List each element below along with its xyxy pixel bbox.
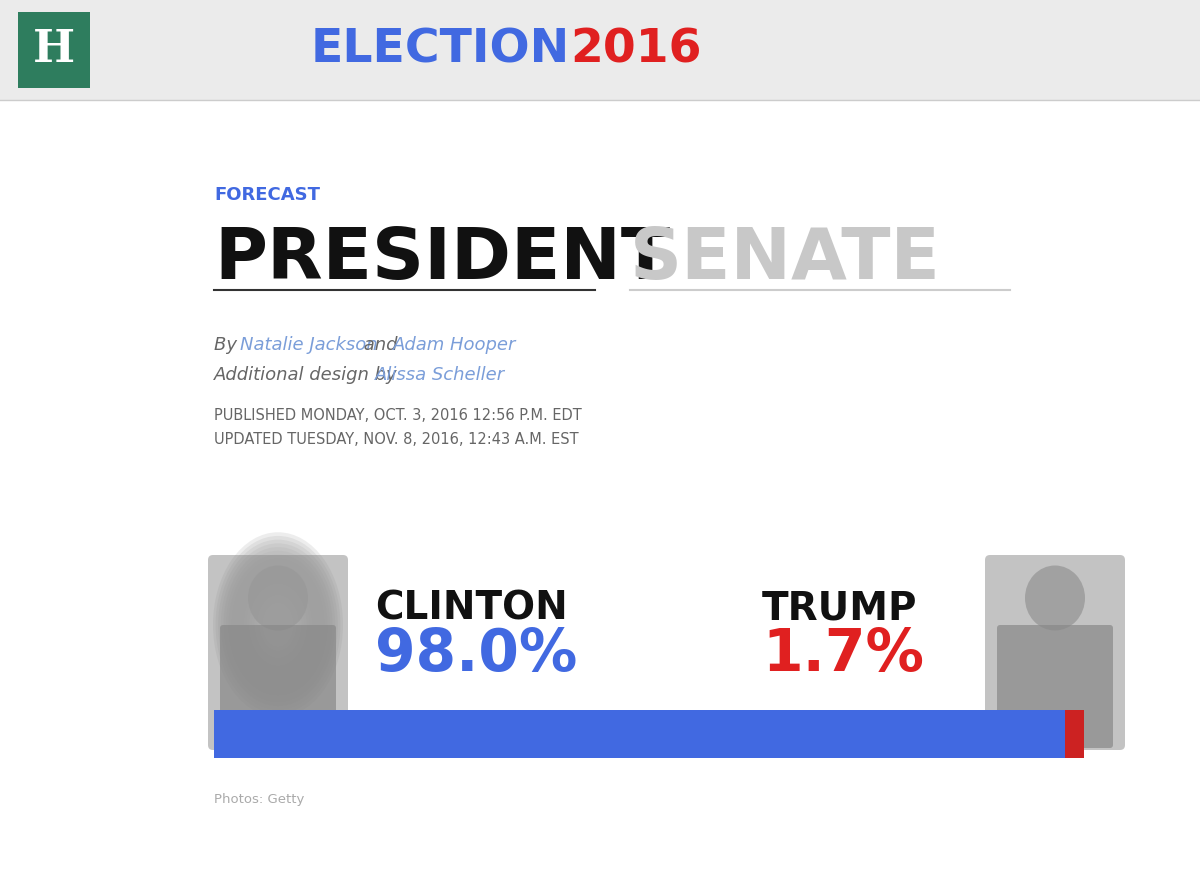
Ellipse shape	[236, 565, 319, 684]
Text: 2016: 2016	[570, 27, 702, 73]
Bar	[214, 710, 1064, 758]
Text: 98.0%: 98.0%	[374, 627, 577, 683]
Text: PUBLISHED MONDAY, OCT. 3, 2016 12:56 P.M. EDT: PUBLISHED MONDAY, OCT. 3, 2016 12:56 P.M…	[214, 407, 582, 422]
Bar	[18, 12, 90, 88]
Text: PRESIDENT: PRESIDENT	[214, 225, 670, 295]
Ellipse shape	[260, 599, 296, 650]
Text: and: and	[358, 336, 403, 354]
Bar	[1064, 710, 1084, 758]
FancyBboxPatch shape	[985, 555, 1126, 750]
Text: ELECTION: ELECTION	[311, 27, 570, 73]
Text: 1.7%: 1.7%	[762, 627, 924, 683]
FancyBboxPatch shape	[220, 625, 336, 748]
Ellipse shape	[239, 569, 317, 680]
Text: By: By	[214, 336, 242, 354]
Ellipse shape	[245, 577, 312, 673]
FancyBboxPatch shape	[208, 555, 348, 750]
Text: Adam Hooper: Adam Hooper	[394, 336, 516, 354]
Ellipse shape	[254, 592, 301, 658]
Ellipse shape	[226, 551, 330, 698]
Ellipse shape	[257, 595, 299, 655]
Text: Natalie Jackson: Natalie Jackson	[240, 336, 378, 354]
Ellipse shape	[216, 536, 341, 713]
FancyBboxPatch shape	[997, 625, 1114, 748]
Ellipse shape	[241, 573, 314, 676]
Ellipse shape	[1025, 565, 1085, 630]
Ellipse shape	[252, 587, 304, 662]
Ellipse shape	[218, 539, 338, 710]
Ellipse shape	[247, 580, 310, 669]
Text: SENATE: SENATE	[630, 225, 941, 295]
Ellipse shape	[223, 547, 332, 703]
Text: TRUMP: TRUMP	[762, 589, 918, 627]
Ellipse shape	[250, 584, 307, 665]
Ellipse shape	[248, 565, 308, 630]
Text: CLINTON: CLINTON	[374, 589, 568, 627]
Text: Alissa Scheller: Alissa Scheller	[374, 366, 505, 384]
Ellipse shape	[232, 558, 325, 691]
Ellipse shape	[234, 562, 323, 688]
Text: Photos: Getty: Photos: Getty	[214, 794, 305, 807]
Bar	[0, 100, 1200, 874]
Text: Additional design by: Additional design by	[214, 366, 403, 384]
Ellipse shape	[263, 602, 294, 647]
Ellipse shape	[221, 544, 335, 706]
Text: FORECAST: FORECAST	[214, 186, 320, 204]
Ellipse shape	[228, 554, 328, 695]
Ellipse shape	[214, 532, 343, 718]
Text: UPDATED TUESDAY, NOV. 8, 2016, 12:43 A.M. EST: UPDATED TUESDAY, NOV. 8, 2016, 12:43 A.M…	[214, 433, 578, 447]
Text: H: H	[32, 29, 76, 72]
